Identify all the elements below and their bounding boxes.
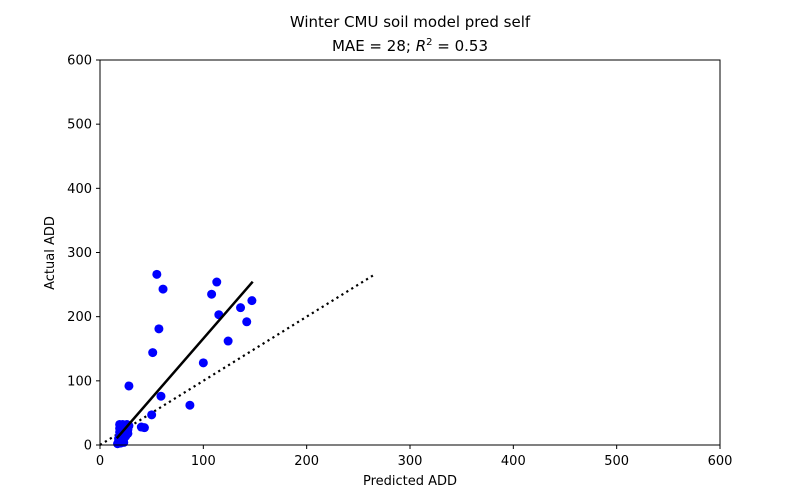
scatter-point <box>242 317 252 327</box>
plot-area-frame <box>99 59 721 446</box>
scatter-point <box>185 400 195 410</box>
y-tick-label: 100 <box>67 374 92 389</box>
chart-title-line-1: Winter CMU soil model pred self <box>290 13 531 31</box>
scatter-point <box>152 269 162 279</box>
x-axis-label: Predicted ADD <box>363 474 457 489</box>
scatter-point <box>139 423 149 433</box>
title-r-symbol: R <box>416 37 426 55</box>
scatter-point <box>236 303 246 313</box>
x-tick-label: 400 <box>501 454 526 469</box>
scatter-point <box>156 391 166 401</box>
scatter-point <box>223 336 233 346</box>
scatter-point <box>198 358 208 368</box>
y-tick-label: 500 <box>67 118 92 133</box>
scatter-point <box>124 381 134 391</box>
y-tick-label: 300 <box>67 246 92 261</box>
chart-title-line-2: MAE = 28; R2 = 0.53 <box>332 37 488 55</box>
y-tick-label: 400 <box>67 182 92 197</box>
x-tick-label: 200 <box>294 454 319 469</box>
y-tick-label: 200 <box>67 310 92 325</box>
title-r2-value: = 0.53 <box>433 37 489 55</box>
scatter-point <box>212 277 222 287</box>
x-tick-label: 500 <box>604 454 629 469</box>
axis-ticks-layer: 0 100 200 300 400 500 600 0 100 200 300 400 500 600 <box>67 54 732 470</box>
y-tick-label: 0 <box>84 439 92 454</box>
scatter-point <box>158 284 168 294</box>
scatter-point <box>147 410 157 420</box>
x-tick-label: 300 <box>398 454 423 469</box>
fit-line-layer <box>115 280 254 440</box>
x-tick-label: 0 <box>96 454 104 469</box>
title-mae-text: MAE = 28; <box>332 37 416 55</box>
title-r-superscript: 2 <box>426 37 432 48</box>
scatter-point <box>148 348 158 358</box>
x-tick-label: 600 <box>708 454 733 469</box>
y-axis-label: Actual ADD <box>43 216 58 290</box>
x-tick-label: 100 <box>191 454 216 469</box>
scatter-point <box>207 289 217 299</box>
scatter-point <box>247 296 257 306</box>
scatter-point <box>154 324 164 334</box>
identity-line <box>99 272 377 446</box>
identity-line-layer <box>99 272 377 446</box>
y-tick-label: 600 <box>67 54 92 69</box>
fit-line <box>115 280 254 440</box>
